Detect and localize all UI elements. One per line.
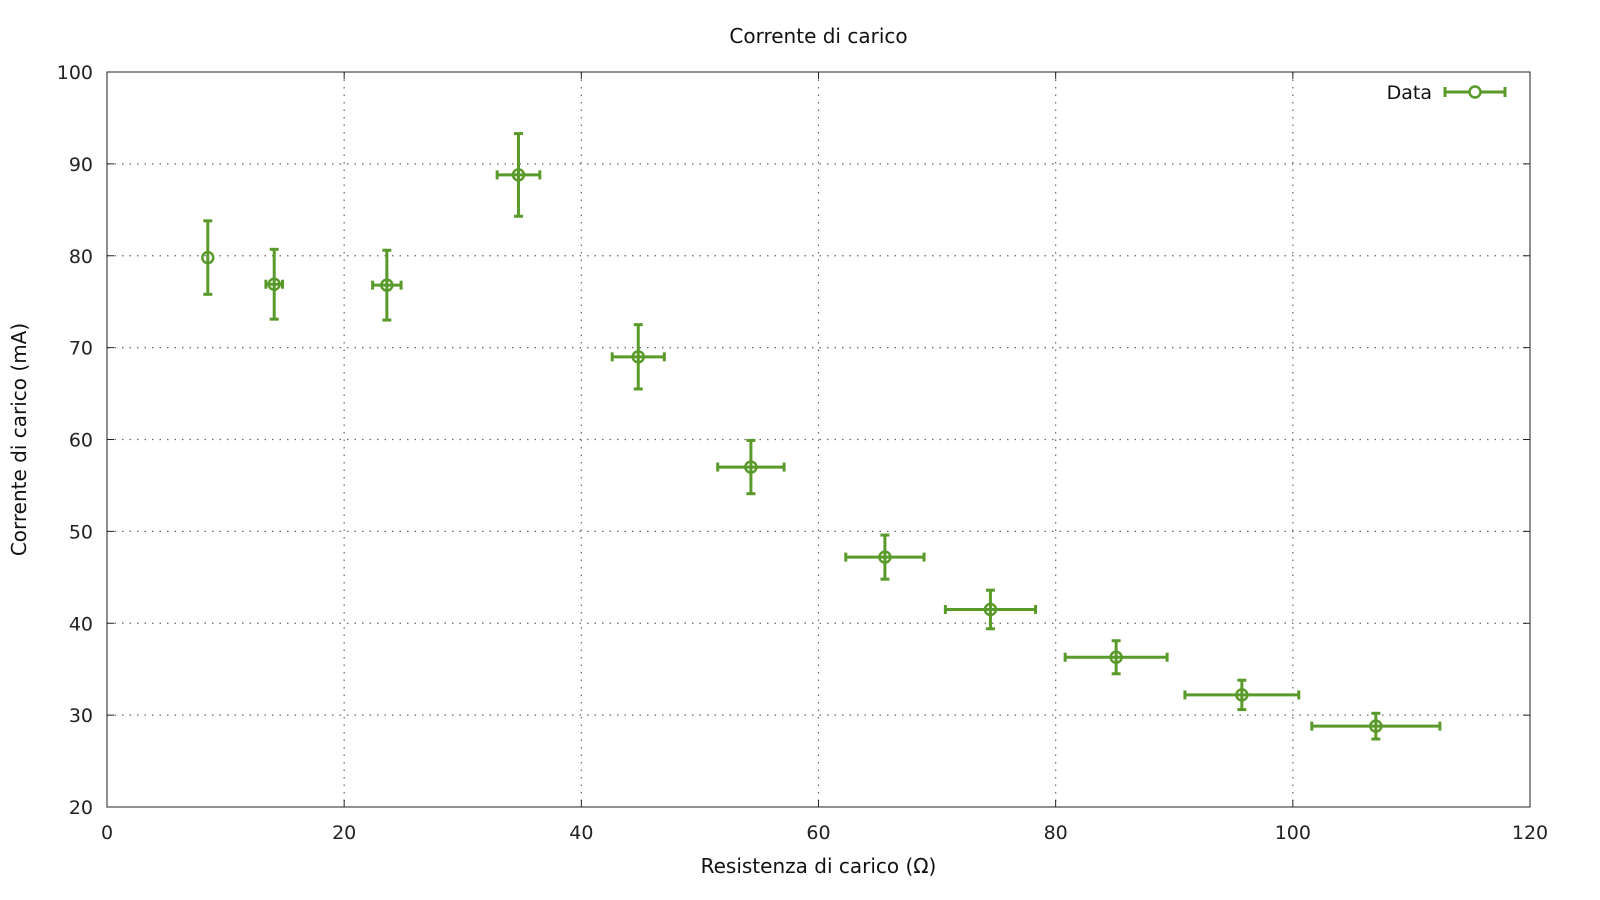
x-axis-label: Resistenza di carico (Ω) xyxy=(701,854,937,878)
chart-title: Corrente di carico xyxy=(729,24,907,48)
x-tick-label: 40 xyxy=(569,822,593,844)
x-tick-label: 120 xyxy=(1512,822,1548,844)
data-point xyxy=(1063,639,1169,676)
data-marker xyxy=(983,602,998,617)
data-marker xyxy=(878,550,892,564)
data-marker xyxy=(1235,688,1249,702)
legend: Data xyxy=(1387,82,1507,104)
data-marker xyxy=(380,278,394,292)
data-point xyxy=(495,132,542,218)
y-tick-label: 80 xyxy=(69,246,93,268)
x-tick-label: 60 xyxy=(806,822,830,844)
data-point xyxy=(264,247,285,321)
data-point xyxy=(610,323,666,391)
axis-ticks: 0 20 40 60 80 100 120 20 30 40 50 60 70 80 90 100 xyxy=(57,62,1548,844)
data-point xyxy=(716,438,786,496)
data-point xyxy=(1310,711,1442,741)
x-tick-label: 100 xyxy=(1275,822,1311,844)
y-axis-label: Corrente di carico (mA) xyxy=(7,323,31,556)
data-point xyxy=(844,533,926,581)
data-marker xyxy=(1369,719,1383,733)
data-point xyxy=(1183,678,1301,712)
data-series xyxy=(201,132,1442,741)
y-tick-label: 50 xyxy=(69,521,93,543)
y-tick-label: 60 xyxy=(69,430,93,452)
y-tick-label: 70 xyxy=(69,338,93,360)
data-point xyxy=(371,248,403,322)
data-point xyxy=(201,219,215,296)
legend-circle xyxy=(1468,85,1482,99)
y-tick-label: 20 xyxy=(69,797,93,819)
grid xyxy=(107,72,1530,807)
data-marker xyxy=(201,250,215,265)
data-marker xyxy=(511,168,526,182)
y-tick-label: 40 xyxy=(69,613,93,635)
x-tick-label: 20 xyxy=(332,822,356,844)
data-marker xyxy=(267,277,281,291)
legend-label: Data xyxy=(1387,82,1432,104)
y-tick-label: 30 xyxy=(69,705,93,727)
data-point xyxy=(943,588,1038,631)
x-tick-label: 80 xyxy=(1044,822,1068,844)
data-marker xyxy=(631,350,646,364)
data-marker xyxy=(1109,650,1123,664)
legend-marker xyxy=(1443,85,1507,99)
y-tick-label: 90 xyxy=(69,154,93,176)
data-marker xyxy=(744,460,758,474)
x-tick-label: 0 xyxy=(101,822,113,844)
y-tick-label: 100 xyxy=(57,62,93,84)
